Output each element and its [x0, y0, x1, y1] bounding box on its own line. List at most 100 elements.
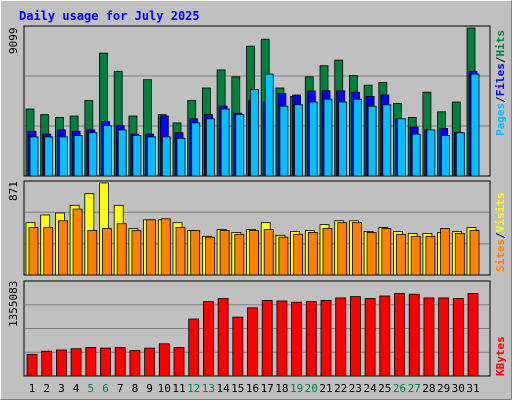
bar-kbytes-day-19: 1190000: [291, 301, 303, 377]
bar-kbytes-day-1: 350000: [26, 353, 38, 377]
bar-sites-day-24: 440: [366, 231, 377, 276]
x-tick-label-day-14: 14: [216, 382, 230, 395]
bar-kbytes-day-11: 460000: [173, 347, 185, 377]
bar-sites-day-22: 540: [337, 222, 348, 276]
bar-kbytes-day-10: 520000: [158, 343, 170, 377]
bar-sites-day-17: 470: [263, 229, 274, 276]
bar-kbytes-day-18: 1210000: [276, 300, 288, 377]
x-tick-label-day-18: 18: [275, 382, 288, 395]
middle-legend: Sites/Visits: [494, 193, 507, 273]
bar-kbytes-day-25: 1290000: [379, 295, 391, 377]
x-tick-label-day-17: 17: [261, 382, 274, 395]
bar-sites-day-29: 480: [440, 228, 451, 276]
bar-kbytes-day-4: 440000: [70, 348, 82, 377]
bar-kbytes-day-21: 1220000: [320, 299, 332, 377]
legend-files: Files: [494, 63, 507, 96]
bar-kbytes-day-24: 1250000: [364, 298, 376, 377]
x-tick-label-day-25: 25: [378, 382, 391, 395]
bar-pages-day-9: 2800: [147, 136, 157, 177]
x-tick-label-day-28: 28: [422, 382, 435, 395]
legend-visits: Visits: [494, 193, 507, 233]
bar-sites-day-25: 480: [381, 228, 392, 276]
bottom-legend: KBytes: [494, 336, 507, 376]
bar-pages-day-30: 3100: [455, 132, 465, 177]
bar-sites-day-6: 480: [102, 228, 112, 276]
bar-kbytes-day-15: 950000: [232, 316, 244, 377]
bar-sites-day-2: 490: [43, 227, 54, 276]
x-tick-label-day-26: 26: [393, 382, 406, 395]
x-tick-label-day-29: 29: [437, 382, 450, 395]
x-tick-label-day-27: 27: [408, 382, 421, 395]
bar-sites-day-4: 680: [72, 208, 83, 276]
bar-pages-day-13: 4100: [205, 118, 215, 177]
bar-sites-day-19: 420: [293, 233, 304, 276]
legend-sep-2: /: [494, 56, 507, 63]
x-tick-label-day-5: 5: [87, 382, 94, 395]
bar-pages-day-21: 5500: [323, 98, 333, 177]
bar-pages-day-11: 2700: [176, 137, 186, 177]
bar-sites-day-3: 560: [58, 220, 68, 276]
bar-pages-day-17: 7300: [264, 73, 274, 177]
bar-pages-day-10: 2800: [161, 136, 171, 177]
bar-pages-day-1: 2800: [29, 136, 39, 177]
bar-sites-day-20: 440: [307, 231, 318, 276]
bar-pages-day-6: 3600: [103, 125, 112, 177]
bar-kbytes-day-28: 1260000: [423, 297, 435, 377]
x-tick-label-day-22: 22: [334, 382, 347, 395]
bar-pages-day-5: 3100: [88, 132, 98, 177]
bar-kbytes-day-31: 1330000: [467, 293, 479, 377]
bar-pages-day-3: 2800: [59, 136, 68, 177]
x-tick-label-day-12: 12: [187, 382, 200, 395]
bar-sites-day-13: 390: [204, 236, 215, 276]
bar-kbytes-day-14: 1250000: [217, 298, 229, 377]
bar-sites-day-12: 460: [190, 230, 201, 276]
bar-pages-day-8: 2900: [132, 135, 142, 177]
bar-sites-day-31: 460: [469, 230, 480, 276]
x-tick-label-day-4: 4: [73, 382, 80, 395]
bar-kbytes-day-13: 1200000: [202, 301, 214, 377]
x-tick-label-day-10: 10: [158, 382, 171, 395]
bar-kbytes-day-23: 1280000: [349, 296, 361, 377]
bar-pages-day-2: 2800: [44, 136, 54, 177]
bar-kbytes-day-3: 420000: [56, 349, 67, 377]
bar-kbytes-day-17: 1220000: [261, 299, 273, 377]
bar-kbytes-day-6: 450000: [100, 347, 111, 377]
bar-kbytes-day-20: 1200000: [305, 301, 317, 377]
top-legend: Pages/Files/Hits: [494, 30, 507, 136]
legend-pages: Pages: [494, 103, 507, 136]
x-tick-label-day-1: 1: [29, 382, 36, 395]
bar-sites-day-11: 490: [175, 227, 186, 276]
bar-pages-day-16: 6200: [250, 89, 259, 177]
bar-sites-day-27: 400: [410, 235, 421, 276]
x-axis-labels: 1 2 3 4 5 6 7 8 9 10 11 12 13 14 15 16 17 18 19 20 21 22 23 24 2…: [29, 382, 480, 395]
bar-pages-day-19: 5100: [294, 104, 304, 177]
bar-pages-day-27: 3000: [411, 133, 421, 177]
x-tick-label-day-2: 2: [43, 382, 50, 395]
x-tick-label-day-13: 13: [202, 382, 215, 395]
bar-sites-day-21: 480: [322, 228, 333, 276]
bar-sites-day-10: 580: [160, 218, 171, 276]
bar-kbytes-day-8: 410000: [129, 350, 141, 377]
x-tick-label-day-24: 24: [363, 382, 377, 395]
bar-pages-day-26: 4100: [397, 118, 406, 177]
bar-kbytes-day-2: 400000: [41, 350, 53, 377]
x-tick-label-day-9: 9: [146, 382, 153, 395]
top-ymax-label: 9099: [7, 28, 20, 55]
x-tick-label-day-16: 16: [246, 382, 259, 395]
x-tick-label-day-3: 3: [58, 382, 65, 395]
bar-sites-day-16: 460: [249, 230, 259, 276]
bottom-ymax-label: 1355083: [7, 281, 20, 327]
bar-sites-day-30: 430: [454, 232, 465, 276]
bar-pages-day-20: 5300: [308, 101, 318, 177]
bar-pages-day-15: 4400: [235, 114, 245, 177]
middle-ymax-label: 871: [7, 181, 20, 201]
bar-kbytes-day-27: 1320000: [408, 293, 420, 377]
bar-kbytes-day-16: 1100000: [247, 307, 258, 377]
bar-sites-day-15: 420: [234, 233, 245, 276]
bar-pages-day-24: 5000: [367, 105, 377, 177]
bar-pages-day-12: 3800: [191, 122, 201, 177]
x-tick-label-day-7: 7: [117, 382, 124, 395]
x-tick-label-day-19: 19: [290, 382, 303, 395]
bar-pages-day-7: 3300: [117, 129, 127, 177]
